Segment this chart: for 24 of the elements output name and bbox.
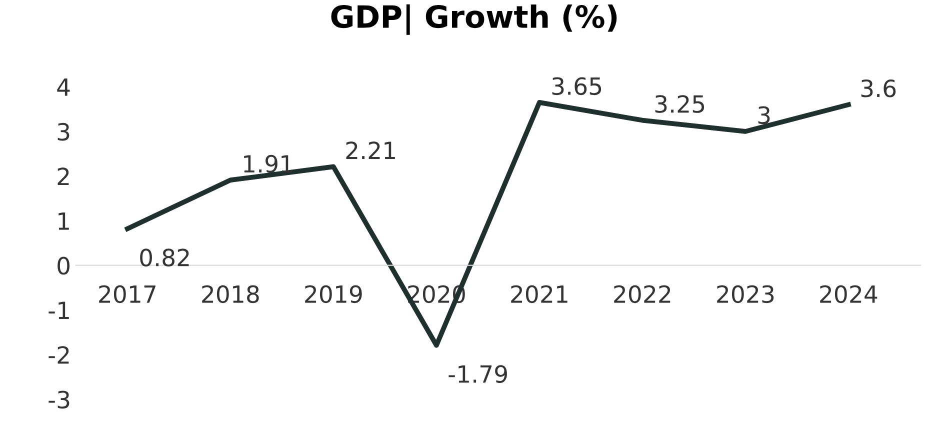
x-tick-label: 2021 (511, 285, 568, 304)
data-label: 2.21 (346, 141, 395, 160)
y-tick-label: -3 (48, 390, 70, 409)
x-tick-label: 2022 (614, 285, 670, 304)
data-label: 3 (758, 106, 770, 124)
x-tick-label: 2019 (305, 285, 362, 304)
data-label: 0.82 (140, 248, 189, 266)
y-tick-label: 3 (58, 122, 70, 141)
x-tick-label: 2023 (717, 285, 774, 304)
x-tick-label: 2017 (99, 285, 156, 304)
y-tick-label: 1 (58, 212, 69, 230)
x-tick-label: 2018 (202, 285, 259, 304)
y-tick-label: -1 (48, 302, 69, 319)
y-tick-label: 2 (58, 168, 69, 186)
data-label: -1.79 (448, 365, 507, 383)
y-tick-label: -2 (48, 346, 69, 364)
y-tick-label: 4 (57, 78, 70, 96)
y-tick-label: 0 (58, 256, 70, 275)
data-label: 3.25 (655, 95, 704, 113)
chart-title: GDP| Growth (%) (331, 4, 617, 35)
data-label: 3.6 (861, 79, 896, 98)
data-label: 3.65 (552, 77, 602, 96)
data-label: 1.91 (244, 154, 292, 173)
x-tick-label: 2024 (820, 285, 878, 304)
